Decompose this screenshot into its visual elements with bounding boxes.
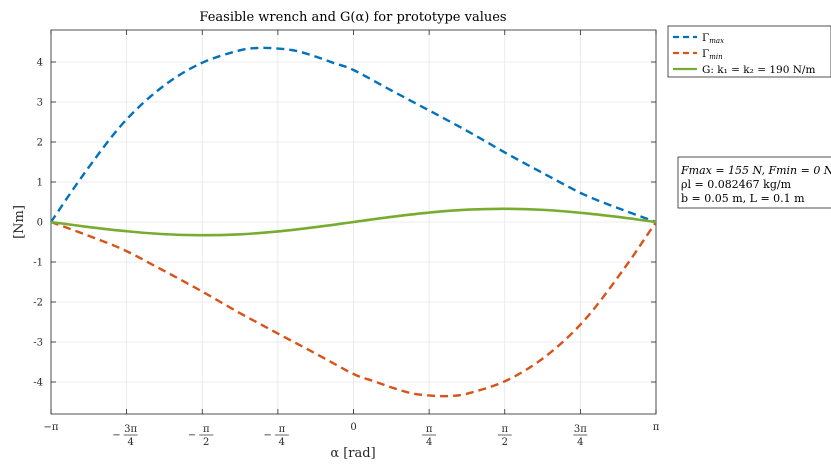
x-tick-label: −3π 4 xyxy=(112,424,138,448)
legend: Γmax Γmin G: k₁ = k₂ = 190 N/m xyxy=(667,25,831,78)
y-tick-label: 2 xyxy=(37,138,43,149)
x-tick-label: −π 2 xyxy=(188,424,214,448)
chart-title: Feasible wrench and G(α) for prototype v… xyxy=(199,10,506,25)
x-tick-label: −π 4 xyxy=(263,424,289,448)
y-tick-label: 1 xyxy=(37,178,43,189)
y-tick-label: 4 xyxy=(37,58,43,69)
svg-text:π: π xyxy=(279,424,286,435)
svg-text:4: 4 xyxy=(577,437,583,448)
annotation-line-1: Fmax = 155 N, Fmin = 0 N xyxy=(680,164,831,177)
y-tick-label: -1 xyxy=(33,258,43,269)
svg-text:π: π xyxy=(203,424,210,435)
y-tick-label: 0 xyxy=(37,218,43,229)
svg-text:π: π xyxy=(501,424,508,435)
svg-text:4: 4 xyxy=(127,437,133,448)
svg-text:−: − xyxy=(188,430,196,441)
y-tick-label: 3 xyxy=(37,98,43,109)
x-tick-label: −π xyxy=(44,422,59,433)
legend-label-g: G: k₁ = k₂ = 190 N/m xyxy=(702,64,815,76)
series-line-gamma-min xyxy=(50,220,657,398)
x-tick-label: 0 xyxy=(350,422,356,433)
svg-text:−: − xyxy=(263,430,271,441)
x-tick-label: π2 xyxy=(497,424,512,448)
annotation-line-3: b = 0.05 m, L = 0.1 m xyxy=(681,192,805,205)
series-group xyxy=(50,46,657,398)
y-tick-label: -3 xyxy=(33,338,43,349)
svg-text:2: 2 xyxy=(502,437,508,448)
y-axis-label: [Nm] xyxy=(12,205,27,239)
x-tick-label: π xyxy=(653,422,660,433)
svg-text:3π: 3π xyxy=(124,424,137,435)
y-tick-label: -2 xyxy=(33,298,43,309)
x-tick-label: π4 xyxy=(422,424,437,448)
svg-text:π: π xyxy=(426,424,433,435)
x-axis-label: α [rad] xyxy=(330,446,375,461)
annotation-box xyxy=(677,156,831,209)
series-line-g xyxy=(50,207,657,237)
x-tick-label: 3π4 xyxy=(573,424,588,448)
svg-text:−: − xyxy=(112,430,120,441)
svg-text:2: 2 xyxy=(203,437,209,448)
y-tick-label: -4 xyxy=(33,378,43,389)
legend-label-gamma-min: Γmin xyxy=(702,48,723,61)
svg-text:3π: 3π xyxy=(574,424,587,435)
annotation-line-2: ρl = 0.082467 kg/m xyxy=(681,178,792,191)
svg-text:4: 4 xyxy=(279,437,285,448)
legend-label-gamma-max: Γmax xyxy=(702,32,724,45)
svg-text:4: 4 xyxy=(426,437,432,448)
parameter-annotation: Fmax = 155 N, Fmin = 0 N ρl = 0.082467 k… xyxy=(677,156,831,209)
